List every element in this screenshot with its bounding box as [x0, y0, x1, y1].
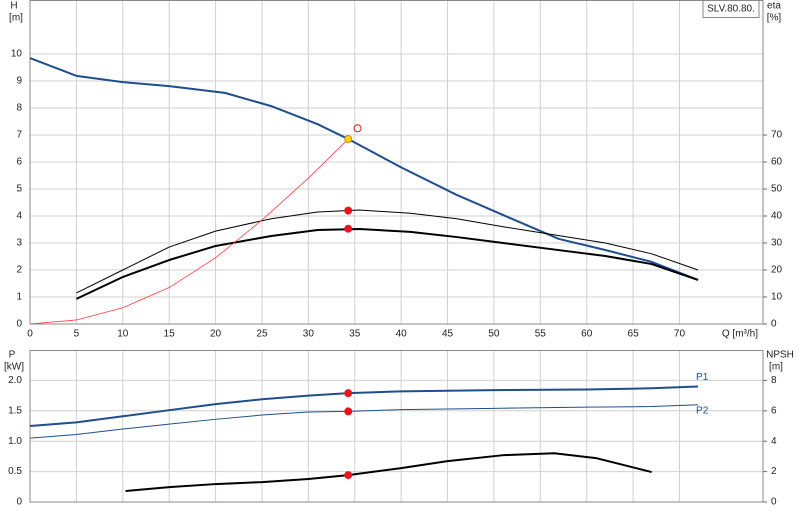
y-axis-label: H: [10, 1, 17, 12]
x-tick-label: 10: [117, 329, 129, 340]
y-tick-label: 0.5: [8, 466, 22, 477]
y-tick-label: 10: [11, 49, 23, 60]
x-tick-label: 25: [256, 329, 268, 340]
plot-frame: [29, 350, 764, 503]
y2-axis-unit: [%]: [767, 13, 782, 24]
duty-point: [344, 471, 353, 480]
x-tick-label: 60: [581, 329, 593, 340]
y2-tick-label: 8: [771, 375, 777, 386]
x-tick-label: 20: [210, 329, 222, 340]
y2-tick-label: 6: [771, 405, 777, 416]
y2-tick-label: 4: [771, 436, 777, 447]
x-tick-label: 40: [396, 329, 408, 340]
y2-tick-label: 0: [771, 497, 777, 508]
y-tick-label: 1: [16, 292, 22, 303]
y2-tick-label: 40: [771, 211, 783, 222]
y-tick-label: 7: [16, 130, 22, 141]
y-tick-label: 5: [16, 184, 22, 195]
x-tick-label: 30: [303, 329, 315, 340]
curve: [29, 385, 699, 427]
duty-point: [344, 206, 353, 215]
y-tick-label: 4: [16, 211, 22, 222]
duty-point: [344, 224, 353, 233]
curve: [29, 57, 699, 281]
curve: [125, 452, 652, 493]
x-tick-label: 50: [488, 329, 500, 340]
y2-tick-label: 50: [771, 184, 783, 195]
curve-label: P2: [696, 405, 709, 416]
y-axis-unit: [m]: [9, 13, 23, 24]
x-tick-label: 15: [164, 329, 176, 340]
y-axis-unit: [kW]: [4, 362, 24, 373]
y2-axis-unit: [m]: [769, 362, 783, 373]
x-axis-label: Q [m³/h]: [722, 329, 758, 340]
y2-tick-label: 30: [771, 238, 783, 249]
duty-point: [344, 389, 353, 398]
y2-tick-label: 10: [771, 292, 783, 303]
y-tick-label: 9: [16, 76, 22, 87]
y-tick-label: 1.5: [8, 405, 22, 416]
plot-frame: [29, 0, 764, 325]
curve: [76, 209, 699, 294]
y-tick-label: 0: [16, 497, 22, 508]
x-tick-label: 0: [27, 329, 33, 340]
y2-tick-label: 60: [771, 157, 783, 168]
x-tick-label: 45: [442, 329, 454, 340]
curve: [75, 227, 699, 300]
y-tick-label: 2.0: [8, 375, 22, 386]
y2-tick-label: 20: [771, 265, 783, 276]
y-tick-label: 2: [16, 265, 22, 276]
y2-tick-label: 0: [771, 319, 777, 330]
y2-tick-label: 2: [771, 466, 777, 477]
duty-point: [353, 124, 362, 133]
y-axis-label: P: [9, 350, 16, 361]
curve-label: P1: [696, 372, 709, 383]
y2-axis-label: NPSH: [766, 350, 794, 361]
x-tick-label: 65: [628, 329, 640, 340]
curve: [29, 138, 349, 325]
y-tick-label: 0: [16, 319, 22, 330]
x-tick-label: 5: [74, 329, 80, 340]
x-tick-label: 55: [535, 329, 547, 340]
x-tick-label: 70: [674, 329, 686, 340]
duty-point: [344, 407, 353, 416]
y2-axis-label: eta: [767, 1, 781, 12]
y-tick-label: 6: [16, 157, 22, 168]
y-tick-label: 8: [16, 103, 22, 114]
model-label: SLV.80.80.: [707, 4, 755, 15]
x-tick-label: 35: [349, 329, 361, 340]
y-tick-label: 3: [16, 238, 22, 249]
y2-tick-label: 70: [771, 130, 783, 141]
duty-point: [344, 135, 353, 144]
y-tick-label: 1.0: [8, 436, 22, 447]
curve: [29, 404, 699, 439]
